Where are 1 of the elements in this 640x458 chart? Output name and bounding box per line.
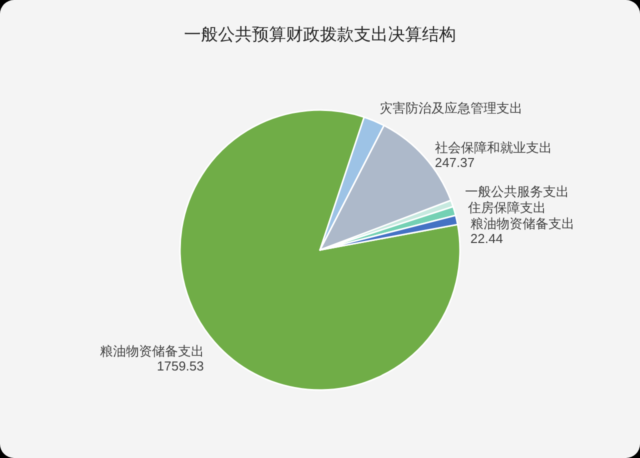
title: 一般公共预算财政拨款支出决算结构 [184, 25, 456, 44]
